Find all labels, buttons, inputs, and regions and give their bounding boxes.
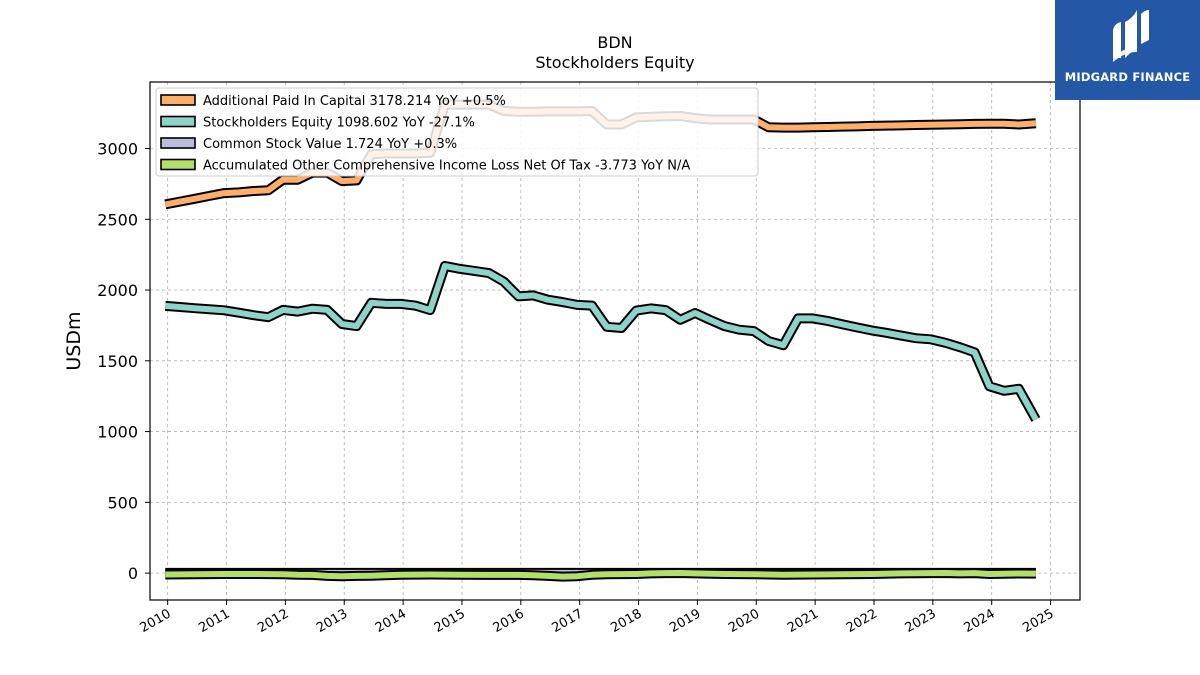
x-tick-label: 2023 [903, 606, 939, 636]
x-tick-label: 2022 [844, 606, 880, 636]
legend-swatch [160, 158, 196, 171]
chart-subtitle: Stockholders Equity [535, 53, 694, 72]
midgard-finance-logo: MIDGARD FINANCE [1055, 0, 1200, 100]
logo-text: MIDGARD FINANCE [1064, 70, 1191, 84]
legend-label: Accumulated Other Comprehensive Income L… [203, 159, 690, 174]
legend-label: Common Stock Value 1.724 YoY +0.3% [203, 137, 457, 152]
y-tick-label: 0 [128, 564, 138, 583]
series-outline-1 [164, 261, 1041, 422]
x-tick-label: 2025 [1020, 606, 1056, 636]
x-tick-label: 2014 [373, 606, 409, 636]
y-tick-label: 2500 [97, 210, 138, 229]
x-tick-label: 2016 [491, 606, 527, 636]
y-tick-label: 1500 [97, 352, 138, 371]
x-tick-label: 2010 [137, 606, 173, 636]
plot-frame [149, 81, 1081, 601]
series-line-3 [165, 570, 1036, 580]
legend-label: Stockholders Equity 1098.602 YoY -27.1% [203, 116, 475, 131]
chart-title: BDN [597, 33, 632, 52]
x-axis: 2010 2011 2012 2013 2014 2015 2016 2017 2018 2019… [137, 600, 1057, 636]
x-tick-label: 2015 [432, 606, 468, 636]
x-tick-label: 2012 [255, 606, 291, 636]
legend-frame [155, 87, 759, 177]
x-tick-label: 2018 [608, 606, 644, 636]
legend-swatch [160, 137, 196, 149]
x-tick-label: 2019 [667, 606, 703, 636]
logo-mark-icon [1113, 10, 1149, 62]
x-tick-label: 2011 [196, 606, 232, 636]
legend-label: Additional Paid In Capital 3178.214 YoY … [203, 94, 506, 109]
series-line-1 [165, 263, 1039, 421]
x-tick-label: 2021 [785, 606, 821, 636]
y-axis-label: USDm [63, 311, 85, 370]
y-axis: 0 500 1000 1500 2000 2500 3000 [97, 140, 150, 583]
x-tick-label: 2017 [550, 606, 586, 636]
y-tick-label: 500 [107, 493, 138, 512]
x-tick-label: 2013 [314, 606, 350, 636]
y-tick-label: 2000 [97, 281, 138, 300]
legend-swatch [160, 94, 196, 106]
legend: Additional Paid In Capital 3178.214 YoY … [155, 87, 759, 177]
legend-swatch [160, 115, 196, 128]
x-tick-label: 2020 [726, 606, 762, 636]
y-tick-label: 1000 [97, 423, 138, 442]
x-tick-label: 2024 [962, 606, 998, 636]
y-tick-label: 3000 [97, 140, 138, 159]
